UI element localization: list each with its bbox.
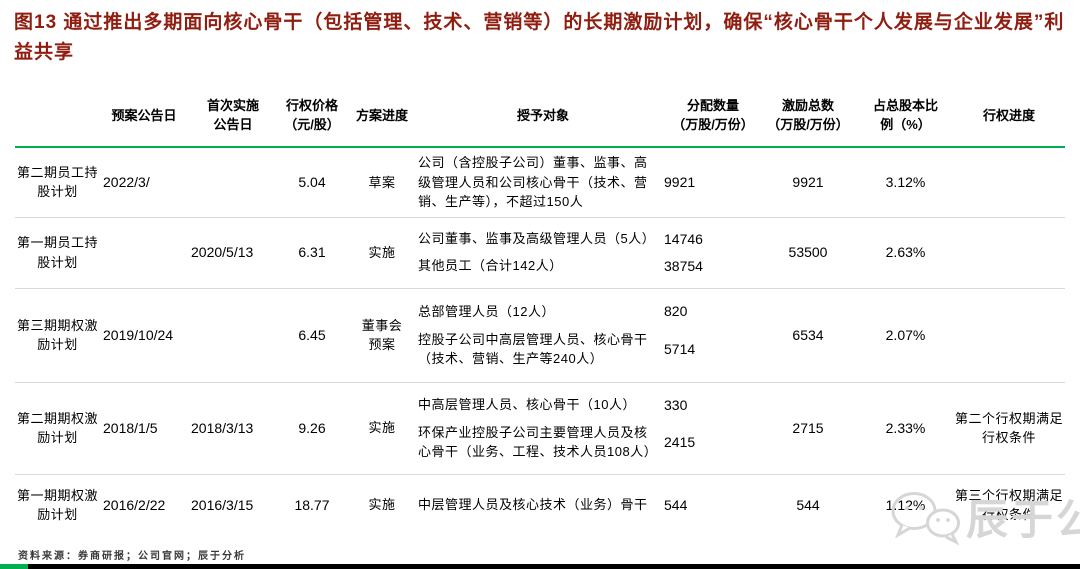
grantee-pair: 中高层管理人员、核心骨干（10人） 330: [418, 395, 758, 416]
grantee-target: 公司董事、监事及高级管理人员（5人）: [418, 231, 656, 247]
plan-name-cell: 第一期期权激励计划: [16, 487, 98, 523]
column-header: 首次实施 公告日: [206, 98, 259, 132]
allocated-quantity: 544: [664, 496, 688, 513]
allocated-quantity: 9921: [664, 173, 696, 190]
share-capital-pct-cell: 2.63%: [885, 244, 926, 260]
grantee-pair: 控股子公司中高层管理人员、核心骨干（技术、营销、生产等240人） 5714: [418, 330, 758, 369]
bottom-bar: [0, 564, 1080, 569]
share-capital-pct-cell: 2.07%: [885, 326, 926, 343]
column-header: 分配数量 （万股/万份）: [672, 98, 754, 132]
grantee-target: 环保产业控股子公司主要管理人员及核心骨干（业务、工程、技术人员108人）: [418, 424, 658, 460]
header-divider-line: [15, 146, 1065, 148]
column-header: 激励总数 （万股/万份）: [767, 98, 849, 132]
grantee-pair: 其他员工（合计142人） 38754: [418, 256, 758, 277]
table-row: 第二期期权激励计划 2018/1/5 2018/3/13 9.26 实施 中高层管理人员、…: [15, 383, 1065, 475]
plan-name-cell: 第一期员工持股计划: [16, 235, 98, 270]
grantee-pair: 中层管理人员及核心技术（业务）骨干 544: [418, 495, 758, 516]
grantee-target: 公司（含控股子公司）董事、监事、高级管理人员和公司核心骨干（技术、营销、生产等）…: [418, 155, 648, 209]
incentive-total-cell: 544: [796, 496, 820, 513]
first-implementation-date-cell: 2020/5/13: [191, 244, 254, 260]
table-body: 第二期员工持股计划 2022/3/5.04 草案 公司（含控股子公司）董事、监事、高级…: [15, 148, 1065, 536]
column-header: 占总股本比 例（%）: [872, 98, 938, 132]
column-header: 行权进度: [982, 107, 1035, 123]
allocated-quantity: 38754: [664, 257, 703, 274]
share-capital-pct-cell: 2.33%: [885, 419, 926, 436]
figure-title: 图13 通过推出多期面向核心骨干（包括管理、技术、营销等）的长期激励计划，确保“…: [14, 12, 1065, 64]
share-capital-pct-cell: 1.12%: [885, 496, 926, 513]
column-header: 授予对象: [516, 107, 569, 123]
exercise-price-cell: 6.45: [298, 326, 326, 343]
table-row: 第一期员工持股计划 2020/5/13 6.31 实施 公司董事、监事及高级管理人员（5…: [15, 218, 1065, 289]
exercise-price-cell: 18.77: [294, 496, 330, 513]
source-note: 资料来源：券商研报；公司官网；辰于分析: [18, 551, 246, 562]
incentive-total-cell: 9921: [792, 173, 824, 190]
exercise-price-cell: 9.26: [298, 419, 326, 436]
allocated-quantity: 2415: [664, 433, 696, 450]
exercise-price-cell: 5.04: [298, 173, 326, 190]
grantee-target: 控股子公司中高层管理人员、核心骨干（技术、营销、生产等240人）: [418, 331, 648, 367]
grantee-pair: 总部管理人员（12人） 820: [418, 301, 758, 322]
grantee-pair: 环保产业控股子公司主要管理人员及核心骨干（业务、工程、技术人员108人） 2415: [418, 423, 758, 462]
plan-progress-cell: 董事会 预案: [361, 317, 403, 353]
table-row: 第二期员工持股计划 2022/3/5.04 草案 公司（含控股子公司）董事、监事、高级…: [15, 148, 1065, 218]
grantee-cell: 公司（含控股子公司）董事、监事、高级管理人员和公司核心骨干（技术、营销、生产等）…: [418, 153, 758, 212]
grantee-target: 中高层管理人员、核心骨干（10人）: [418, 397, 636, 413]
table-header-row: 预案公告日 首次实施 公告日 行权价格 （元/股） 方案进度 授予对象 分配数量 （万股/…: [15, 88, 1065, 146]
plan-progress-cell: 实施: [368, 420, 396, 436]
exercise-price-cell: 6.31: [298, 244, 326, 260]
grantee-pair: 公司（含控股子公司）董事、监事、高级管理人员和公司核心骨干（技术、营销、生产等）…: [418, 153, 758, 212]
table-row: 第三期期权激励计划 2019/10/24 6.45 董事会 预案 总部管理人员（12人）…: [15, 289, 1065, 383]
incentive-total-cell: 6534: [792, 326, 824, 343]
incentive-plan-table: 预案公告日 首次实施 公告日 行权价格 （元/股） 方案进度 授予对象 分配数量 （万股/…: [15, 88, 1065, 536]
grantee-target: 中层管理人员及核心技术（业务）骨干: [418, 497, 648, 513]
column-header: 预案公告日: [111, 107, 177, 123]
proposal-date-cell: 2022/3/: [103, 173, 150, 190]
plan-name-cell: 第三期期权激励计划: [16, 317, 98, 353]
allocated-quantity: 330: [664, 396, 688, 413]
allocated-quantity: 820: [664, 303, 688, 320]
share-capital-pct-cell: 3.12%: [885, 173, 926, 190]
allocated-quantity: 14746: [664, 230, 703, 247]
plan-progress-cell: 实施: [368, 497, 396, 513]
grantee-cell: 中高层管理人员、核心骨干（10人） 330 环保产业控股子公司主要管理人员及核心骨干…: [418, 388, 758, 469]
bottom-bar-accent: [0, 564, 28, 569]
proposal-date-cell: 2016/2/22: [103, 496, 166, 513]
exercise-progress-cell: 第二个行权期满足行权条件: [954, 410, 1063, 446]
column-header: 行权价格 （元/股）: [284, 98, 340, 132]
grantee-cell: 总部管理人员（12人） 820 控股子公司中高层管理人员、核心骨干（技术、营销、生产…: [418, 294, 758, 377]
grantee-cell: 中层管理人员及核心技术（业务）骨干 544: [418, 480, 758, 531]
grantee-target: 总部管理人员（12人）: [418, 303, 555, 319]
exercise-progress-cell: 第三个行权期满足行权条件: [954, 487, 1063, 523]
plan-progress-cell: 草案: [368, 174, 396, 190]
proposal-date-cell: 2019/10/24: [103, 326, 174, 343]
column-header: 方案进度: [355, 107, 408, 123]
proposal-date-cell: 2018/1/5: [103, 419, 158, 436]
grantee-cell: 公司董事、监事及高级管理人员（5人） 14746 其他员工（合计142人） 38754: [418, 223, 758, 283]
table-row: 第一期期权激励计划 2016/2/22 2016/3/15 18.77 实施 中层管理人员…: [15, 475, 1065, 536]
allocated-quantity: 5714: [664, 340, 696, 357]
plan-name-cell: 第二期期权激励计划: [16, 410, 98, 446]
first-implementation-date-cell: 2016/3/15: [191, 496, 254, 513]
plan-progress-cell: 实施: [368, 244, 396, 260]
grantee-target: 其他员工（合计142人）: [418, 258, 563, 274]
plan-name-cell: 第二期员工持股计划: [16, 164, 98, 200]
incentive-total-cell: 53500: [788, 244, 828, 260]
grantee-pair: 公司董事、监事及高级管理人员（5人） 14746: [418, 229, 758, 250]
first-implementation-date-cell: 2018/3/13: [191, 419, 254, 436]
incentive-total-cell: 2715: [792, 419, 824, 436]
